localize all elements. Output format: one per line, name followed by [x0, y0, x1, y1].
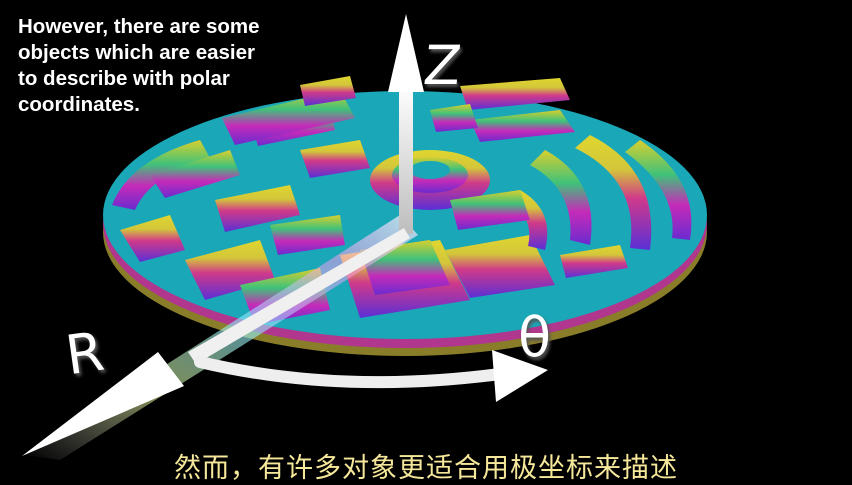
theta-axis-label: θ — [518, 306, 552, 369]
chinese-subtitle: 然而，有许多对象更适合用极坐标来描述 — [174, 453, 678, 484]
caption-line-1: However, there are some — [18, 15, 260, 38]
r-axis-label: R — [61, 319, 108, 388]
theta-axis-arrow — [194, 350, 548, 402]
caption-line-4: coordinates. — [18, 93, 140, 116]
z-axis-arrow — [388, 14, 424, 234]
z-axis-label: Z — [420, 34, 465, 97]
caption-text: However, there are some objects which ar… — [18, 14, 318, 118]
raised-blocks — [222, 76, 570, 145]
caption-line-2: objects which are easier — [18, 41, 256, 64]
r-axis-arrow — [22, 228, 410, 456]
caption-line-3: to describe with polar — [18, 67, 230, 90]
